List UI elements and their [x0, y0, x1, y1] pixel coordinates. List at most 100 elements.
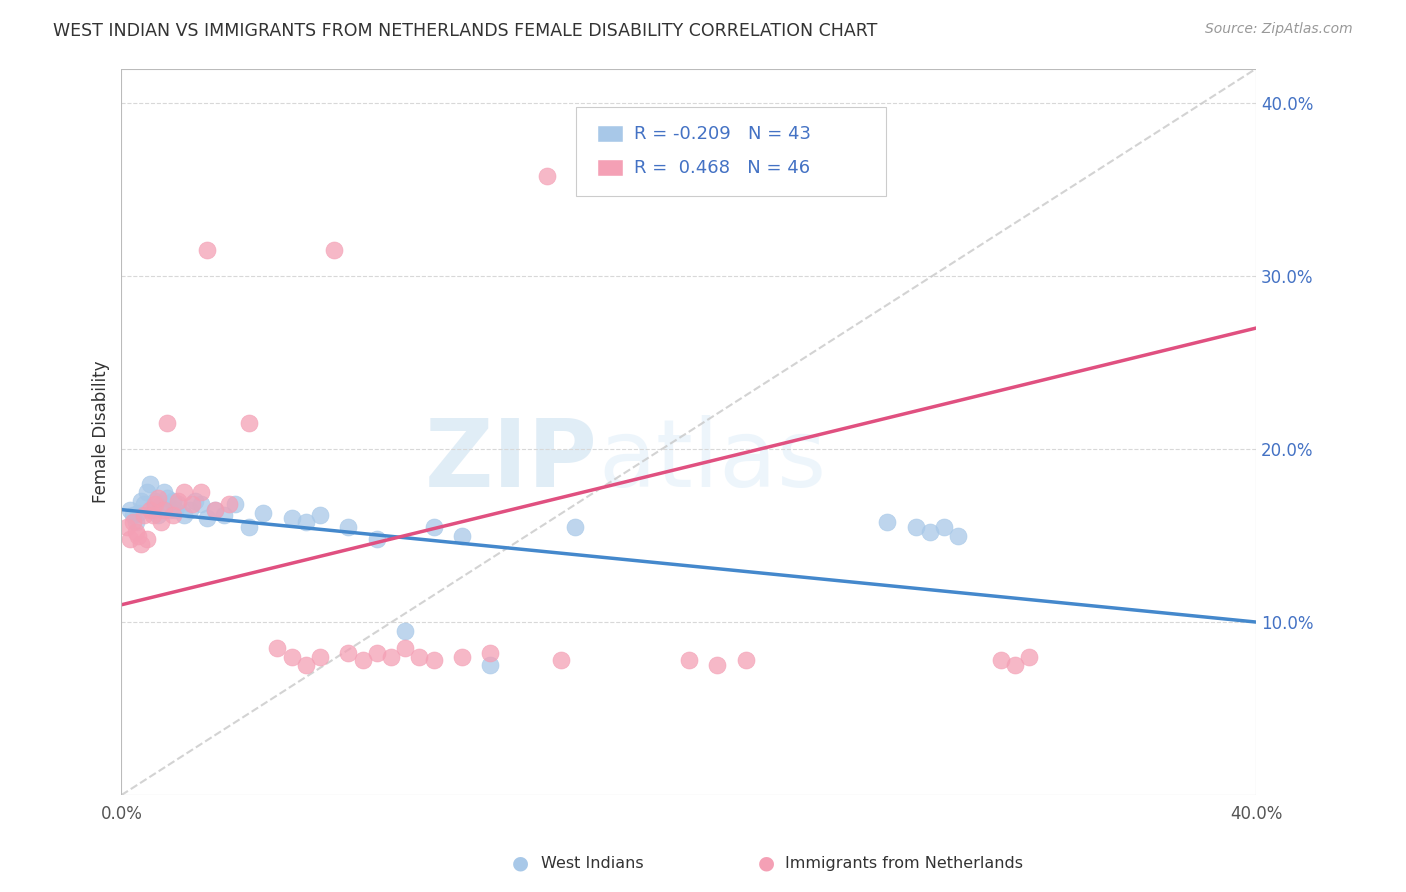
Text: ZIP: ZIP [425, 415, 598, 507]
Point [142, 502, 165, 516]
Point [678, 653, 700, 667]
Point [408, 649, 430, 664]
Point [309, 649, 332, 664]
Point [876, 515, 898, 529]
Point [394, 624, 416, 638]
Point [150, 515, 173, 529]
Point [550, 653, 572, 667]
Point [129, 537, 152, 551]
Point [479, 658, 502, 673]
Point [1018, 649, 1040, 664]
Point [1004, 658, 1026, 673]
Point [337, 520, 360, 534]
Point [136, 485, 159, 500]
Point [394, 640, 416, 655]
Point [295, 658, 318, 673]
Y-axis label: Female Disability: Female Disability [93, 360, 110, 503]
Point [121, 508, 143, 522]
Point [173, 508, 195, 522]
Point [127, 506, 149, 520]
Text: atlas: atlas [598, 415, 827, 507]
Point [266, 640, 288, 655]
Point [136, 532, 159, 546]
Point [479, 646, 502, 660]
Point [734, 653, 756, 667]
Point [564, 520, 586, 534]
Point [238, 520, 260, 534]
Point [134, 508, 156, 522]
Point [162, 508, 184, 522]
Point [181, 498, 204, 512]
Point [948, 528, 970, 542]
Point [451, 649, 474, 664]
Point [153, 502, 176, 516]
Point [904, 520, 927, 534]
Point [352, 653, 374, 667]
Point [238, 416, 260, 430]
Point [252, 506, 274, 520]
Point [179, 502, 201, 516]
Point [204, 502, 226, 516]
Point [127, 528, 149, 542]
Point [173, 485, 195, 500]
Point [190, 498, 212, 512]
Point [115, 520, 138, 534]
Point [162, 494, 184, 508]
Point [309, 508, 332, 522]
Point [218, 498, 240, 512]
Point [139, 476, 162, 491]
Point [124, 515, 146, 529]
Point [118, 502, 141, 516]
Point [145, 498, 167, 512]
Point [167, 498, 190, 512]
Point [366, 532, 388, 546]
Point [366, 646, 388, 660]
Point [323, 243, 346, 257]
Point [195, 511, 218, 525]
Point [142, 508, 165, 522]
Point [195, 243, 218, 257]
Point [918, 525, 941, 540]
Point [190, 485, 212, 500]
Point [129, 494, 152, 508]
Point [148, 508, 170, 522]
Point [422, 520, 444, 534]
Point [165, 502, 187, 516]
Point [156, 491, 179, 505]
Point [295, 515, 318, 529]
Text: ●: ● [758, 854, 775, 873]
Point [145, 494, 167, 508]
Text: WEST INDIAN VS IMMIGRANTS FROM NETHERLANDS FEMALE DISABILITY CORRELATION CHART: WEST INDIAN VS IMMIGRANTS FROM NETHERLAN… [53, 22, 877, 40]
Point [706, 658, 728, 673]
Text: R =  0.468   N = 46: R = 0.468 N = 46 [634, 159, 810, 177]
Point [990, 653, 1012, 667]
Text: R = -0.209   N = 43: R = -0.209 N = 43 [634, 125, 811, 143]
Point [156, 416, 179, 430]
Text: ●: ● [512, 854, 529, 873]
Point [153, 485, 176, 500]
Point [536, 169, 558, 183]
Point [139, 502, 162, 516]
Text: West Indians: West Indians [541, 856, 644, 871]
Point [148, 491, 170, 505]
Point [118, 532, 141, 546]
Point [124, 525, 146, 540]
Text: Source: ZipAtlas.com: Source: ZipAtlas.com [1205, 22, 1353, 37]
Point [451, 528, 474, 542]
Point [184, 494, 207, 508]
Point [134, 498, 156, 512]
Point [280, 649, 302, 664]
Point [204, 502, 226, 516]
Point [121, 515, 143, 529]
Point [167, 494, 190, 508]
Point [150, 498, 173, 512]
Text: Immigrants from Netherlands: Immigrants from Netherlands [785, 856, 1022, 871]
Point [280, 511, 302, 525]
Point [212, 508, 235, 522]
Point [159, 502, 181, 516]
Point [337, 646, 360, 660]
Point [380, 649, 402, 664]
Point [934, 520, 956, 534]
Point [224, 498, 246, 512]
Point [422, 653, 444, 667]
